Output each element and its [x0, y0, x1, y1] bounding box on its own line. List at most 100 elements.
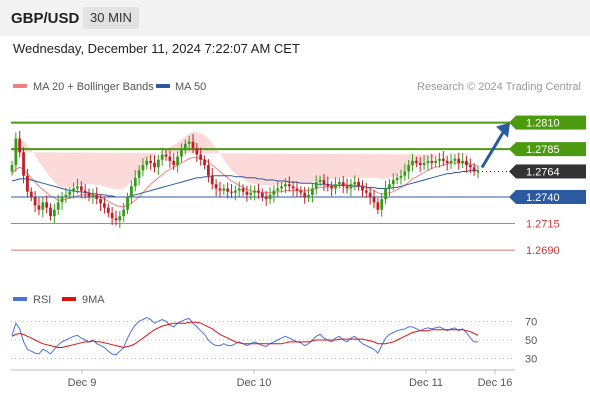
- candle: [291, 181, 295, 197]
- bollinger-band-area: [12, 132, 471, 190]
- candle: [22, 147, 25, 184]
- rsi-tick-30: 30: [525, 354, 537, 366]
- candle: [472, 162, 476, 176]
- candle: [418, 157, 422, 172]
- ma50-legend-label: MA 50: [175, 81, 206, 93]
- candle: [91, 188, 95, 204]
- timeframe-badge[interactable]: 30 MIN: [83, 7, 139, 29]
- candle: [26, 168, 29, 198]
- candle: [395, 173, 399, 185]
- candle: [118, 211, 122, 229]
- candle: [272, 185, 276, 203]
- candle: [380, 193, 384, 217]
- candle: [438, 152, 441, 168]
- candle: [299, 186, 303, 197]
- candle: [153, 155, 156, 173]
- x-axis: Dec 9 Dec 10 Dec 11 Dec 16: [68, 370, 512, 389]
- price-levels: [11, 121, 515, 251]
- candle: [56, 194, 60, 215]
- candle: [72, 182, 76, 199]
- candle: [337, 177, 341, 189]
- candle: [141, 158, 145, 177]
- candle: [310, 183, 314, 203]
- candle: [33, 191, 37, 213]
- x-tick-label: Dec 10: [237, 377, 272, 389]
- candle: [295, 181, 299, 197]
- candle: [399, 169, 403, 185]
- candle: [376, 198, 380, 214]
- instrument-symbol: GBP/USD: [11, 10, 80, 27]
- candle: [60, 191, 64, 210]
- candle: [245, 185, 249, 202]
- candle: [403, 163, 407, 181]
- chart-datetime: Wednesday, December 11, 2024 7:22:07 AM …: [13, 41, 300, 56]
- candle: [465, 155, 468, 173]
- candle: [391, 173, 395, 191]
- candle: [368, 187, 372, 205]
- candle: [449, 154, 453, 169]
- level-pointer-1.2810: [509, 115, 516, 130]
- level-label-1.2715: 1.2715: [526, 219, 560, 231]
- candle: [468, 158, 472, 174]
- candle: [87, 188, 91, 202]
- candle: [388, 179, 391, 197]
- level-pointer-1.2740: [509, 189, 516, 204]
- candle: [214, 179, 218, 197]
- candle: [210, 168, 214, 190]
- candle: [68, 187, 72, 200]
- candle: [187, 135, 191, 151]
- candle: [10, 160, 14, 176]
- level-label-1.2740: 1.2740: [526, 192, 560, 204]
- candle: [76, 178, 79, 194]
- candle: [349, 179, 353, 197]
- header-bar: GBP/USD 30 MIN: [0, 0, 590, 36]
- level-pointer-1.2785: [509, 142, 516, 157]
- bollinger-band: [12, 132, 471, 190]
- candle: [156, 154, 160, 175]
- candle: [280, 182, 283, 193]
- candle: [318, 175, 322, 187]
- candle: [164, 150, 168, 161]
- candle: [83, 183, 87, 199]
- candle: [79, 181, 83, 199]
- projection-arrow-head: [496, 122, 510, 138]
- candle: [180, 143, 183, 163]
- candle: [110, 206, 114, 226]
- candle: [129, 180, 133, 204]
- candle: [222, 184, 226, 195]
- candle: [52, 203, 56, 223]
- candle: [160, 147, 164, 166]
- candle: [422, 155, 426, 171]
- candle: [372, 190, 376, 209]
- candle: [276, 181, 280, 197]
- candle: [133, 170, 137, 192]
- candle: [199, 147, 203, 166]
- candle: [233, 185, 237, 201]
- level-box-1.2740: [516, 189, 586, 204]
- candle: [260, 188, 264, 202]
- candle: [64, 188, 68, 203]
- candle: [145, 156, 149, 170]
- candle: [307, 187, 310, 203]
- rsi-ma-legend-swatch: [62, 297, 76, 301]
- current-price-label: 1.2764: [526, 166, 560, 178]
- candle: [191, 134, 195, 154]
- candle: [207, 159, 210, 183]
- level-label-1.2785: 1.2785: [526, 144, 560, 156]
- candle: [126, 192, 129, 214]
- rsi-ma-legend-label: 9MA: [82, 294, 105, 306]
- candle: [106, 203, 110, 218]
- candle: [411, 154, 414, 172]
- level-box-1.2810: [516, 115, 586, 130]
- candle: [284, 178, 287, 194]
- candle: [18, 130, 22, 158]
- candle: [426, 155, 430, 171]
- rsi-grid: 70 50 30: [11, 316, 537, 366]
- candle: [257, 183, 260, 199]
- candle: [384, 180, 387, 205]
- candle: [334, 177, 337, 195]
- candle: [330, 181, 334, 197]
- candle: [183, 139, 187, 155]
- level-box-1.2785: [516, 142, 586, 157]
